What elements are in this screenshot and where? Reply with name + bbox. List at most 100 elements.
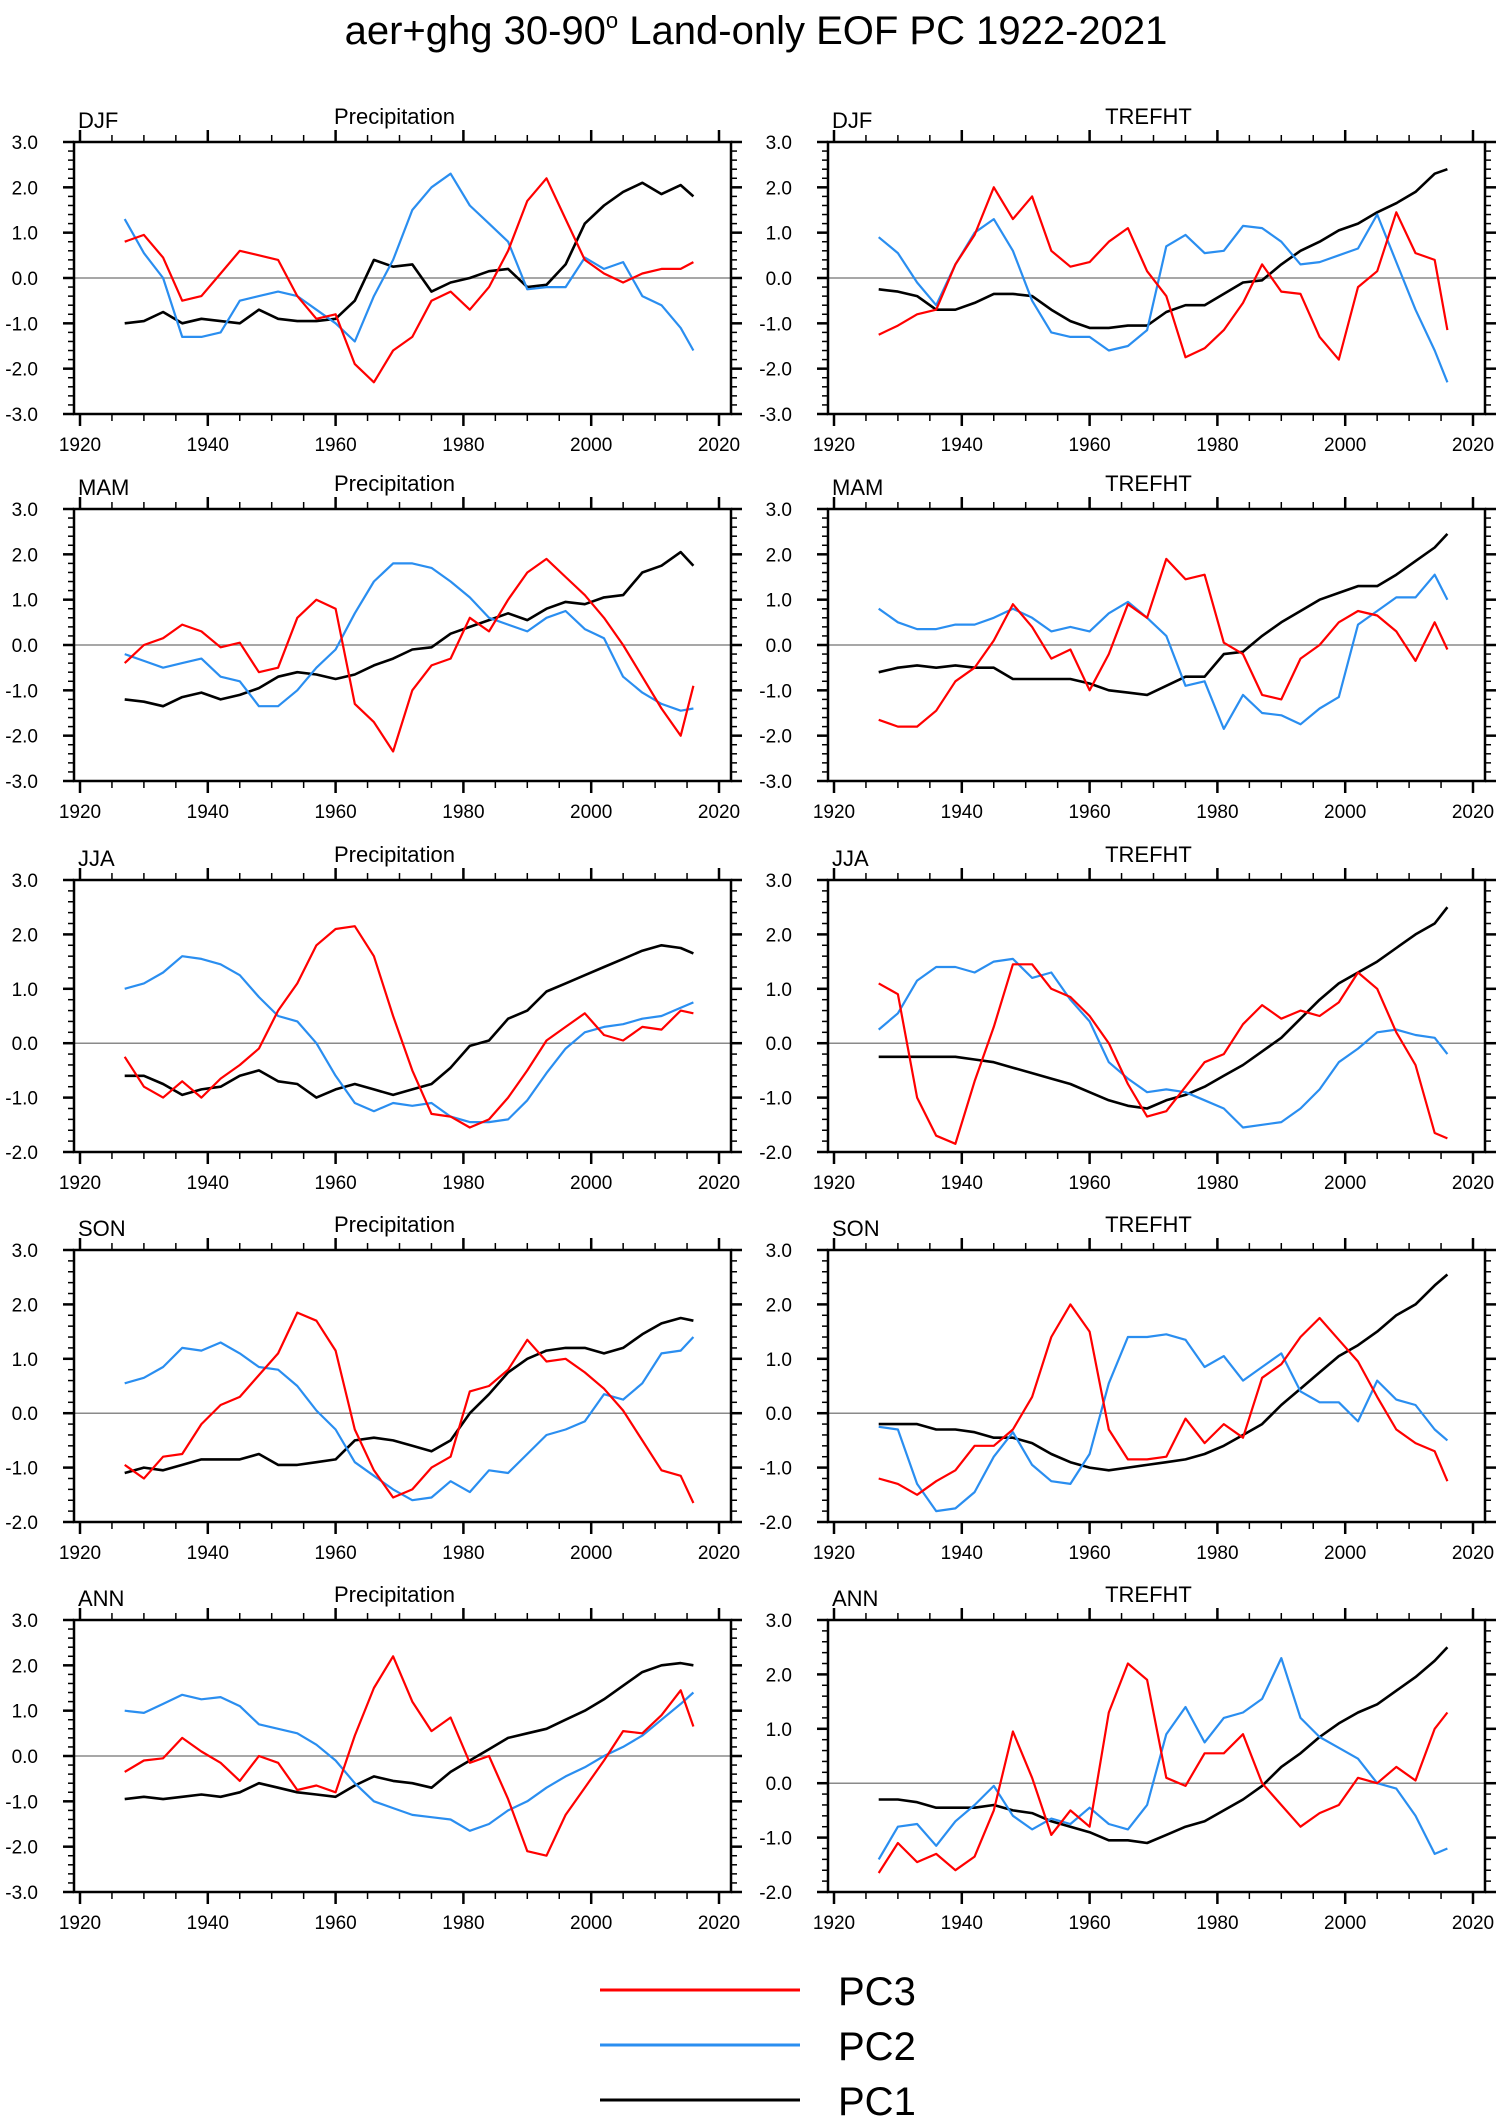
x-tick-label: 2000 (1324, 802, 1366, 823)
y-tick-label: 0.0 (12, 1034, 38, 1055)
season-label: ANN (78, 1586, 124, 1611)
x-tick-label: 1980 (442, 802, 484, 823)
x-tick-label: 2000 (570, 435, 612, 456)
y-tick-label: 3.0 (12, 500, 38, 521)
y-tick-label: 1.0 (766, 591, 792, 612)
y-tick-label: -2.0 (5, 727, 38, 748)
variable-label: TREFHT (1105, 1582, 1192, 1607)
series-pc1 (124, 1661, 694, 1801)
y-tick-label: 0.0 (766, 1774, 792, 1795)
y-tick-label: -1.0 (5, 681, 38, 702)
y-tick-label: 0.0 (12, 1404, 38, 1425)
x-tick-label: 2020 (698, 1543, 740, 1564)
series-pc3 (124, 1311, 695, 1504)
plot-frame (826, 878, 1487, 1154)
y-tick-label: 2.0 (766, 925, 792, 946)
series-pc1 (878, 1646, 1449, 1845)
x-tick-label: 1920 (813, 1913, 855, 1934)
y-tick-label: 1.0 (12, 591, 38, 612)
x-tick-label: 1960 (314, 802, 356, 823)
x-tick-label: 2020 (1452, 1173, 1494, 1194)
variable-label: Precipitation (334, 1582, 455, 1607)
series-pc1 (878, 1273, 1449, 1472)
x-tick-label: 1960 (314, 1913, 356, 1934)
y-tick-label: -1.0 (5, 1089, 38, 1110)
x-tick-label: 2020 (1452, 1543, 1494, 1564)
series-pc3 (878, 557, 1449, 728)
x-tick-label: 1960 (314, 435, 356, 456)
y-tick-label: -1.0 (759, 681, 792, 702)
y-tick-label: 2.0 (766, 178, 792, 199)
series-pc1 (878, 533, 1449, 697)
x-tick-label: 1960 (1068, 1173, 1110, 1194)
y-tick-label: 2.0 (12, 925, 38, 946)
x-tick-label: 2020 (698, 1913, 740, 1934)
y-tick-label: -3.0 (759, 405, 792, 426)
x-tick-label: 1940 (941, 435, 983, 456)
x-tick-label: 1920 (59, 435, 101, 456)
variable-label: Precipitation (334, 104, 455, 129)
y-tick-label: -1.0 (5, 1459, 38, 1480)
series-pc2 (877, 213, 1449, 383)
x-tick-label: 1920 (59, 1543, 101, 1564)
series-pc1 (878, 906, 1449, 1110)
plot-frame (72, 878, 733, 1154)
x-tick-label: 2000 (570, 1543, 612, 1564)
y-tick-label: 0.0 (766, 269, 792, 290)
x-tick-label: 2000 (1324, 435, 1366, 456)
y-tick-label: 3.0 (12, 871, 38, 892)
x-tick-label: 2020 (698, 1173, 740, 1194)
season-label: SON (78, 1216, 126, 1241)
y-tick-label: -1.0 (759, 1459, 792, 1480)
panel-jja-precipitation: JJA Precipitation 1920 1940 1960 1980 2000 2020… (5, 842, 742, 1194)
legend-item-pc1: PC1 (600, 2080, 916, 2124)
y-tick-label: 1.0 (766, 224, 792, 245)
x-tick-label: 2000 (1324, 1173, 1366, 1194)
x-tick-label: 1920 (59, 1913, 101, 1934)
x-tick-label: 1960 (1068, 802, 1110, 823)
y-tick-label: -2.0 (759, 727, 792, 748)
season-label: DJF (78, 108, 118, 133)
y-tick-label: -1.0 (5, 1792, 38, 1813)
y-tick-label: 0.0 (766, 1034, 792, 1055)
series-pc2 (124, 1691, 695, 1832)
y-tick-label: 0.0 (12, 1747, 38, 1768)
season-label: MAM (78, 475, 129, 500)
y-tick-label: -1.0 (759, 1089, 792, 1110)
season-label: SON (832, 1216, 880, 1241)
variable-label: Precipitation (334, 1212, 455, 1237)
y-tick-label: 1.0 (766, 1720, 792, 1741)
legend-label: PC2 (838, 2025, 916, 2069)
panel-ann-precipitation: ANN Precipitation 1920 1940 1960 1980 2000 2020… (5, 1582, 742, 1934)
x-tick-label: 1940 (187, 1543, 229, 1564)
variable-label: TREFHT (1105, 471, 1192, 496)
y-tick-label: 2.0 (766, 545, 792, 566)
series-pc3 (124, 1655, 695, 1857)
series-pc2 (878, 1333, 1449, 1513)
series-pc1 (878, 167, 1448, 330)
panel-jja-trefht: JJA TREFHT 1920 1940 1960 1980 2000 2020 3.0 2.0 1… (759, 842, 1496, 1194)
x-tick-label: 2020 (1452, 1913, 1494, 1934)
season-label: ANN (832, 1586, 878, 1611)
x-tick-label: 2020 (698, 802, 740, 823)
y-tick-label: 1.0 (12, 1702, 38, 1723)
y-tick-label: -2.0 (5, 360, 38, 381)
y-tick-label: -1.0 (759, 1829, 792, 1850)
y-tick-label: -2.0 (759, 1513, 792, 1534)
legend: PC3 PC2 PC1 (600, 1970, 916, 2124)
x-tick-label: 1980 (1196, 435, 1238, 456)
panel-djf-trefht: DJF TREFHT 1920 1940 1960 1980 2000 2020 3.0 2.0 1… (759, 104, 1496, 456)
y-tick-label: 1.0 (12, 224, 38, 245)
x-tick-label: 1920 (59, 1173, 101, 1194)
series-pc1 (124, 1316, 694, 1475)
series-pc3 (877, 1662, 1449, 1874)
y-tick-label: 3.0 (766, 133, 792, 154)
y-tick-label: 2.0 (12, 1295, 38, 1316)
y-tick-label: -1.0 (759, 314, 792, 335)
x-tick-label: 2000 (570, 1913, 612, 1934)
plot-frame (826, 1248, 1487, 1524)
x-tick-label: 2020 (698, 435, 740, 456)
y-tick-label: 1.0 (766, 1350, 792, 1371)
figure-title: aer+ghg 30-90o Land-only EOF PC 1922-202… (345, 8, 1168, 53)
